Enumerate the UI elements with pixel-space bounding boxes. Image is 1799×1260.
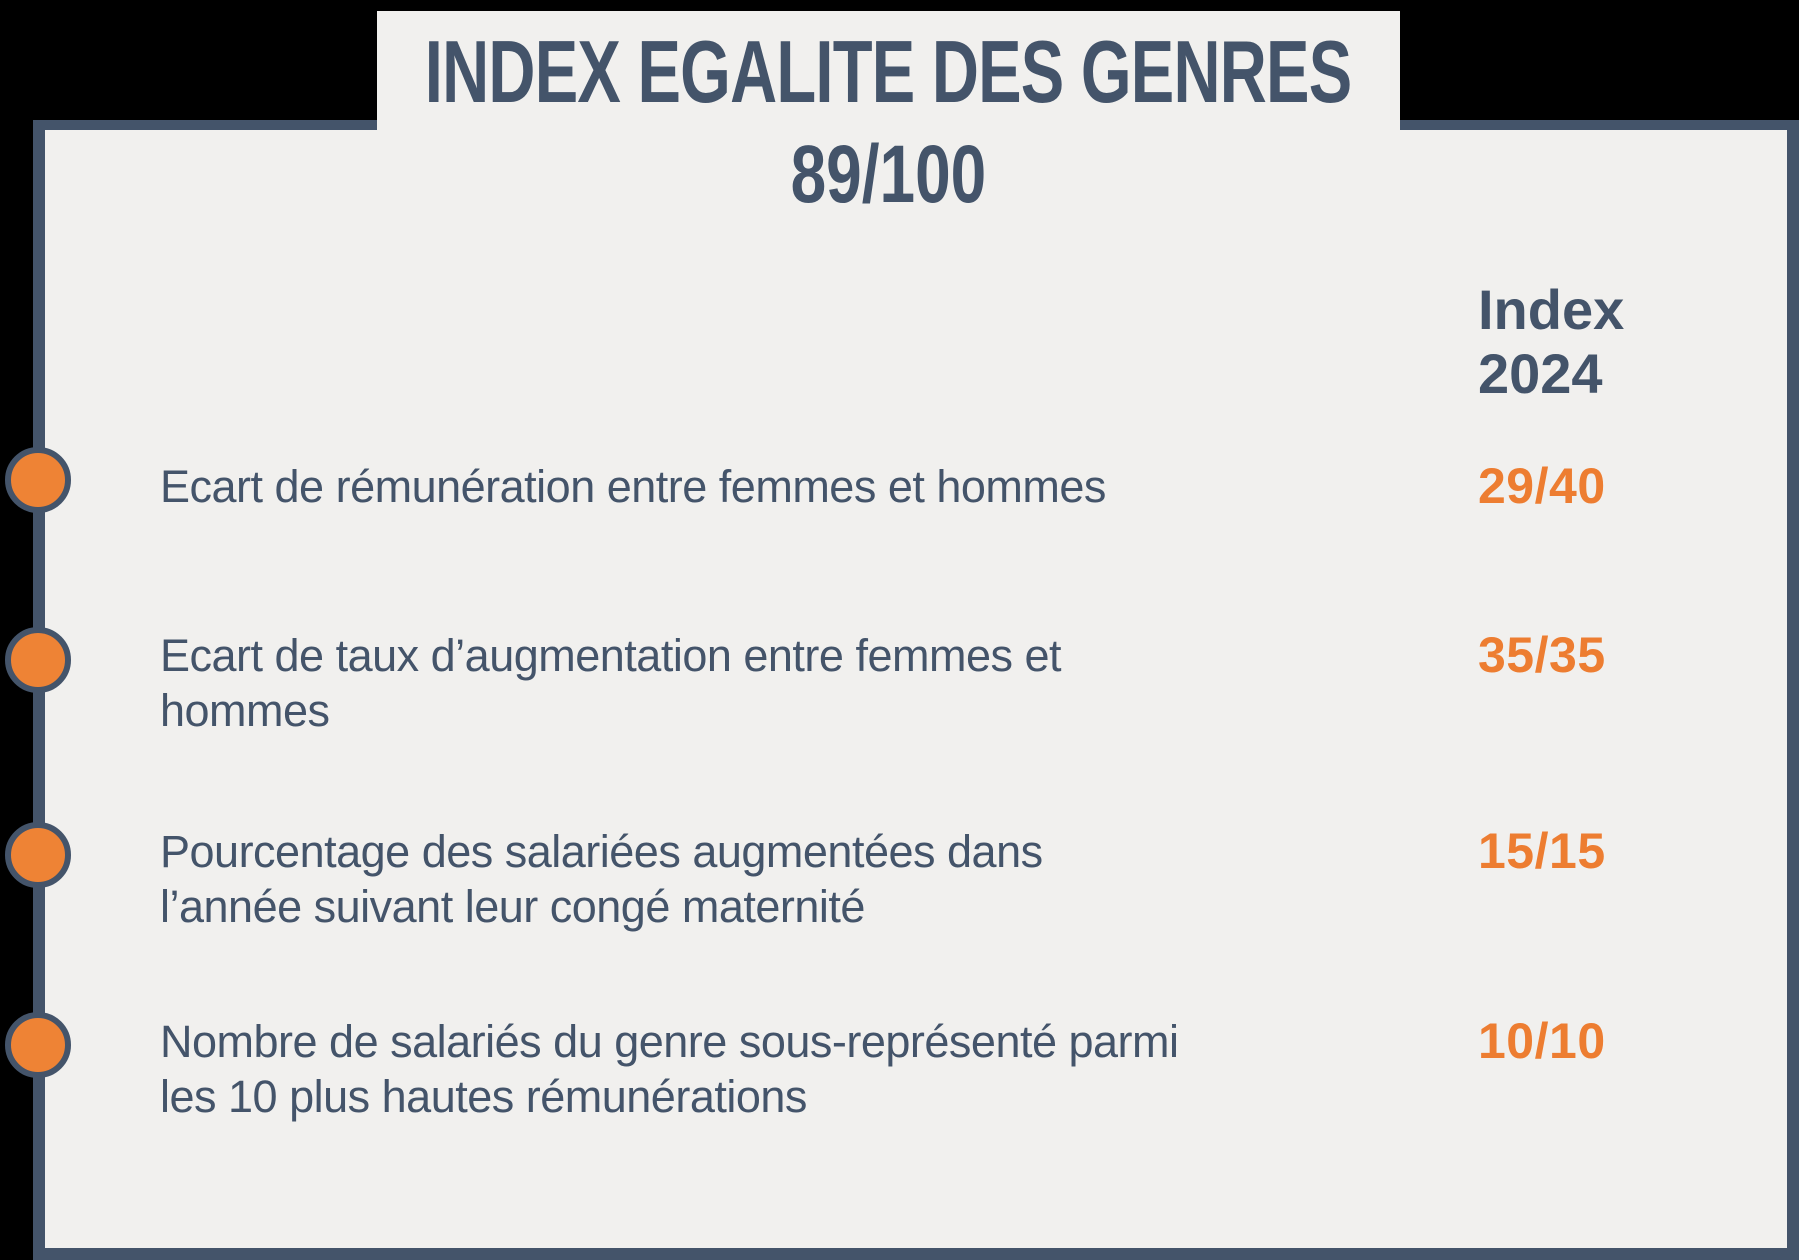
index-scorecard xyxy=(33,120,1799,1260)
bullet-circle-icon xyxy=(5,822,71,888)
row-value-augmentation: 35/35 xyxy=(1478,627,1606,683)
bullet-circle-icon xyxy=(5,447,71,513)
title-box: INDEX EGALITE DES GENRES xyxy=(377,11,1400,132)
bullet-circle-icon xyxy=(5,627,71,693)
row-value-remuneration: 29/40 xyxy=(1478,458,1606,514)
overall-score-container: 89/100 xyxy=(377,134,1400,239)
bullet-circle-icon xyxy=(5,1012,71,1078)
overall-score: 89/100 xyxy=(790,129,987,220)
row-label-conge-maternite: Pourcentage des salariées augmentées dan… xyxy=(160,826,1043,932)
row-label-hautes-remunerations: Nombre de salariés du genre sous-représe… xyxy=(160,1016,1179,1122)
page-title: INDEX EGALITE DES GENRES xyxy=(425,21,1352,121)
row-value-conge-maternite: 15/15 xyxy=(1478,823,1606,879)
row-label-remuneration: Ecart de rémunération entre femmes et ho… xyxy=(160,461,1106,512)
column-header-index-2024: Index 2024 xyxy=(1478,278,1625,405)
row-value-hautes-remunerations: 10/10 xyxy=(1478,1013,1606,1069)
row-label-augmentation: Ecart de taux d’augmentation entre femme… xyxy=(160,630,1062,736)
